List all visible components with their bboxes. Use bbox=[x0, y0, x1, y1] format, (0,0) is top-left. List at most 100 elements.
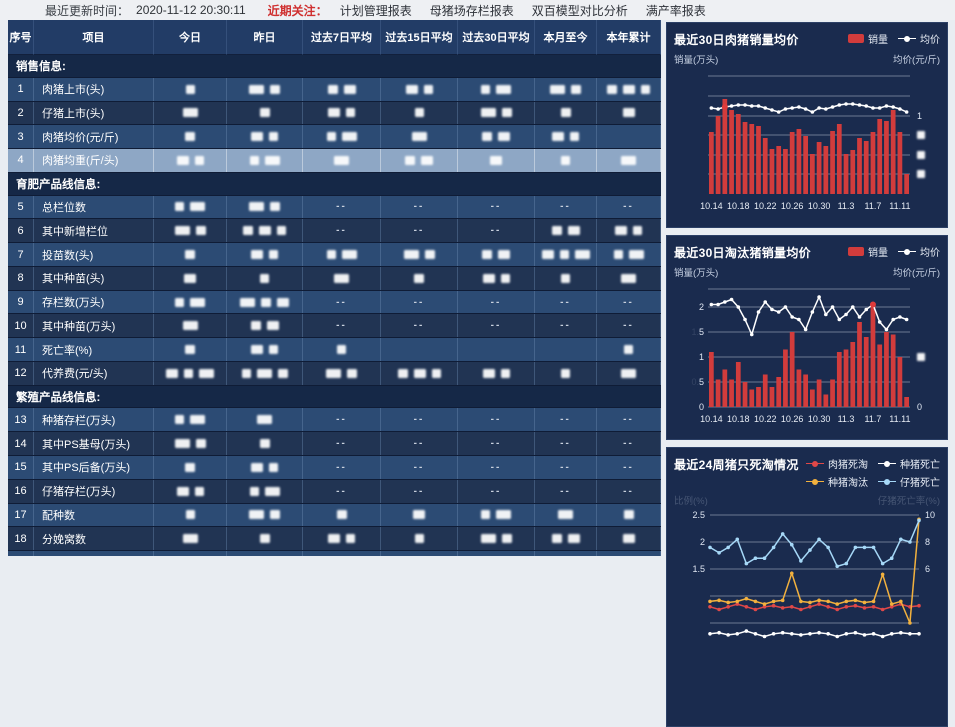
table-row-9[interactable]: 9 存栏数(万头) -- -- -- -- -- bbox=[8, 290, 661, 315]
table-row-8[interactable]: 8 其中种苗(头) bbox=[8, 266, 661, 291]
table-row-14[interactable]: 14 其中PS基母(万头) -- -- -- -- -- bbox=[8, 432, 661, 457]
legend-item-均价[interactable]: 均价 bbox=[898, 244, 940, 259]
value-cell bbox=[227, 101, 303, 125]
redacted-value bbox=[185, 345, 195, 355]
redacted-value bbox=[269, 250, 278, 259]
table-row-16[interactable]: 16 仔猪存栏(万头) -- -- -- -- -- bbox=[8, 479, 661, 504]
value-cell bbox=[381, 527, 458, 551]
redacted-value bbox=[182, 321, 198, 331]
value-cell bbox=[535, 527, 597, 551]
value-cell: -- bbox=[458, 456, 535, 479]
legend-item-种猪淘汰[interactable]: 种猪淘汰 bbox=[806, 474, 868, 489]
svg-text:10.26: 10.26 bbox=[781, 414, 804, 424]
empty-value-dash: -- bbox=[623, 414, 634, 426]
redacted-value bbox=[633, 226, 642, 236]
redacted-value bbox=[482, 273, 495, 283]
value-cell bbox=[303, 527, 381, 551]
svg-text:1.5: 1.5 bbox=[691, 327, 704, 337]
legend-label: 仔猪死亡 bbox=[900, 478, 940, 489]
value-cell bbox=[535, 361, 597, 385]
redacted-value bbox=[334, 155, 349, 165]
empty-value-dash: -- bbox=[623, 296, 634, 308]
table-row-10[interactable]: 10 其中种苗(万头) -- -- -- -- -- bbox=[8, 314, 661, 339]
value-cell: -- bbox=[535, 290, 597, 314]
empty-value-dash: -- bbox=[336, 438, 347, 450]
legend-item-销量[interactable]: 销量 bbox=[848, 31, 888, 46]
redacted-value bbox=[194, 155, 204, 165]
redacted-value bbox=[175, 202, 184, 212]
table-row-2[interactable]: 2 仔猪上市(头) bbox=[8, 101, 661, 126]
legend-item-种猪死亡[interactable]: 种猪死亡 bbox=[878, 456, 940, 471]
redacted-value bbox=[185, 84, 195, 94]
legend-item-均价[interactable]: 均价 bbox=[898, 31, 940, 46]
table-row-19[interactable]: 19窝均活仔(头/窝) bbox=[8, 551, 661, 556]
redacted-value bbox=[574, 250, 590, 259]
value-cell bbox=[597, 101, 661, 125]
value-cell bbox=[227, 361, 303, 385]
value-cell bbox=[154, 125, 227, 149]
svg-text:11.7: 11.7 bbox=[865, 201, 882, 211]
row-number: 4 bbox=[8, 149, 34, 172]
redacted-value bbox=[501, 108, 512, 118]
table-row-13[interactable]: 13 种猪存栏(万头) -- -- -- -- -- bbox=[8, 408, 661, 433]
redacted-value bbox=[421, 155, 433, 165]
redacted-value bbox=[251, 345, 263, 355]
table-row-11[interactable]: 11 死亡率(%) bbox=[8, 338, 661, 362]
redacted-value bbox=[405, 84, 418, 94]
value-cell bbox=[535, 219, 597, 243]
table-row-7[interactable]: 7 投苗数(头) bbox=[8, 243, 661, 267]
table-row-4[interactable]: 4 肉猪均重(斤/头) bbox=[8, 149, 661, 173]
redacted-value bbox=[251, 132, 263, 142]
redacted-value bbox=[259, 226, 271, 236]
empty-value-dash: -- bbox=[490, 414, 502, 426]
redacted-value bbox=[270, 510, 280, 520]
table-row-15[interactable]: 15 其中PS后备(万头) -- -- -- -- -- bbox=[8, 456, 661, 480]
redacted-value bbox=[552, 132, 564, 142]
table-row-5[interactable]: 5 总栏位数 -- -- -- -- -- bbox=[8, 195, 661, 220]
row-item-name: 肉猪上市(头) bbox=[34, 77, 154, 101]
value-cell bbox=[154, 314, 227, 338]
column-header-1: 项目 bbox=[34, 20, 154, 55]
value-cell: -- bbox=[303, 432, 381, 456]
svg-text:10.26: 10.26 bbox=[781, 201, 804, 211]
topbar-link-3[interactable]: 满产率报表 bbox=[645, 3, 706, 18]
value-cell: -- bbox=[458, 479, 535, 503]
table-row-18[interactable]: 18 分娩窝数 bbox=[8, 527, 661, 552]
redacted-value bbox=[257, 415, 272, 425]
value-cell bbox=[154, 338, 227, 361]
redacted-value bbox=[623, 84, 635, 94]
redacted-value bbox=[481, 84, 490, 94]
legend-item-肉猪死淘[interactable]: 肉猪死淘 bbox=[806, 456, 868, 471]
value-cell bbox=[303, 361, 381, 385]
redacted-value bbox=[260, 273, 269, 283]
row-number: 16 bbox=[8, 479, 34, 503]
table-row-12[interactable]: 12 代养费(元/头) bbox=[8, 361, 661, 386]
table-row-3[interactable]: 3 肉猪均价(元/斤) bbox=[8, 125, 661, 150]
svg-text:1: 1 bbox=[917, 111, 922, 121]
value-cell bbox=[303, 551, 381, 556]
empty-value-dash: -- bbox=[490, 296, 502, 308]
topbar-link-1[interactable]: 母猪场存栏报表 bbox=[429, 3, 514, 18]
redacted-value bbox=[240, 297, 255, 307]
row-number: 9 bbox=[8, 290, 34, 314]
legend-item-销量[interactable]: 销量 bbox=[848, 244, 888, 259]
value-cell bbox=[597, 266, 661, 290]
legend-item-仔猪死亡[interactable]: 仔猪死亡 bbox=[878, 474, 940, 489]
row-number: 6 bbox=[8, 219, 34, 243]
table-row-1[interactable]: 1 肉猪上市(头) bbox=[8, 77, 661, 102]
redacted-value bbox=[551, 534, 562, 544]
table-row-17[interactable]: 17 配种数 bbox=[8, 503, 661, 528]
table-row-6[interactable]: 6 其中新增栏位 -- -- -- bbox=[8, 219, 661, 244]
value-cell bbox=[227, 149, 303, 172]
value-cell bbox=[227, 527, 303, 551]
topbar-link-0[interactable]: 计划管理报表 bbox=[339, 3, 412, 18]
redacted-value bbox=[175, 297, 184, 307]
value-cell bbox=[227, 338, 303, 361]
svg-text:10.22: 10.22 bbox=[754, 414, 777, 424]
redacted-value bbox=[405, 155, 415, 165]
redacted-value bbox=[243, 226, 253, 236]
topbar-link-2[interactable]: 双百模型对比分析 bbox=[531, 3, 628, 18]
svg-text:0.5: 0.5 bbox=[691, 377, 704, 387]
row-item-name: 其中新增栏位 bbox=[34, 219, 154, 243]
column-header-8: 本年累计 bbox=[597, 20, 661, 55]
